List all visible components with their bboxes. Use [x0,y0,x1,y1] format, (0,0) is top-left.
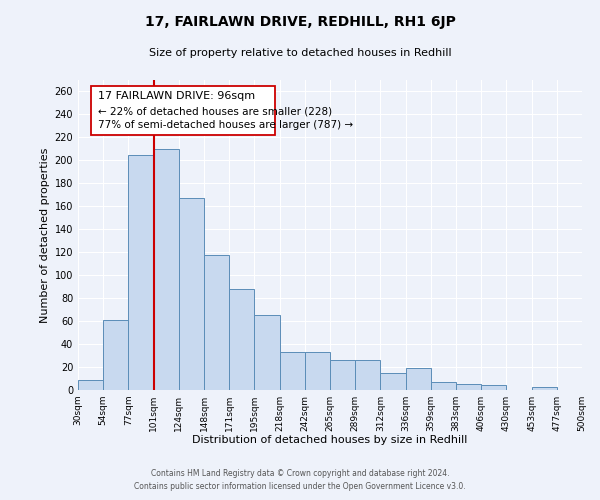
Y-axis label: Number of detached properties: Number of detached properties [40,148,50,322]
Text: Contains HM Land Registry data © Crown copyright and database right 2024.: Contains HM Land Registry data © Crown c… [151,468,449,477]
Bar [380,373,406,390]
Text: 77% of semi-detached houses are larger (787) →: 77% of semi-detached houses are larger (… [98,120,353,130]
Bar [280,352,305,390]
Bar [481,386,506,390]
Bar [254,316,280,390]
Bar [204,254,229,390]
Bar [103,320,128,390]
Text: Contains public sector information licensed under the Open Government Licence v3: Contains public sector information licen… [134,482,466,491]
Text: ← 22% of detached houses are smaller (228): ← 22% of detached houses are smaller (22… [98,106,332,117]
Bar [355,360,380,390]
Text: 17, FAIRLAWN DRIVE, REDHILL, RH1 6JP: 17, FAIRLAWN DRIVE, REDHILL, RH1 6JP [145,15,455,29]
Text: Size of property relative to detached houses in Redhill: Size of property relative to detached ho… [149,48,451,58]
Bar [330,360,355,390]
Bar [456,384,481,390]
Bar [305,352,330,390]
Bar [229,289,254,390]
FancyBboxPatch shape [91,86,275,135]
Bar [179,198,204,390]
Bar [431,382,456,390]
Bar [532,386,557,390]
Text: 17 FAIRLAWN DRIVE: 96sqm: 17 FAIRLAWN DRIVE: 96sqm [98,92,255,102]
Bar [78,380,103,390]
Bar [128,154,154,390]
Bar [406,368,431,390]
X-axis label: Distribution of detached houses by size in Redhill: Distribution of detached houses by size … [193,436,467,446]
Bar [154,149,179,390]
